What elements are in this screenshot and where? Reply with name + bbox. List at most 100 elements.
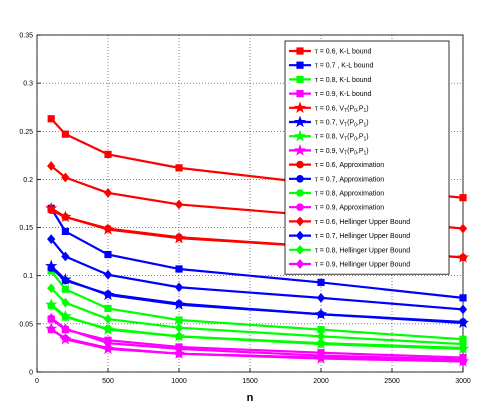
data-point <box>316 350 326 361</box>
legend-label: τ = 0.6, VT(P0,P1) <box>315 105 369 114</box>
data-point <box>47 325 55 334</box>
data-point <box>175 233 183 242</box>
data-point <box>103 188 113 198</box>
legend-item: τ = 0.6, Approximation <box>289 160 384 169</box>
data-point <box>104 290 112 298</box>
data-point <box>61 313 70 321</box>
data-point <box>459 318 467 326</box>
legend-marker <box>296 203 304 212</box>
legend-label: τ = 0.6, Hellinger Upper Bound <box>315 219 410 226</box>
legend-label: τ = 0.6, K-L bound <box>315 49 372 56</box>
legend-label: τ = 0.9, VT(P0,P1) <box>315 148 369 157</box>
data-point <box>61 297 70 308</box>
data-point <box>61 285 70 293</box>
legend-item: τ = 0.7, Approximation <box>289 175 384 183</box>
legend-label: τ = 0.7, VT(P0,P1) <box>315 120 369 129</box>
x-axis-label: n <box>247 392 254 404</box>
legend-label: τ = 0.9, K-L bound <box>315 91 372 98</box>
data-point <box>61 334 70 343</box>
legend-box <box>284 40 450 275</box>
x-tick-label: 1500 <box>242 378 258 385</box>
data-point <box>458 223 468 234</box>
data-point <box>175 316 183 324</box>
data-point <box>458 339 468 349</box>
x-tick-label: 2500 <box>384 378 400 385</box>
legend-marker <box>296 189 304 197</box>
data-point <box>61 227 70 236</box>
legend-marker <box>295 230 305 241</box>
legend-label: τ = 0.8, Approximation <box>315 191 384 198</box>
legend-label: τ = 0.7, Hellinger Upper Bound <box>315 233 410 240</box>
legend-label: τ = 0.8, K-L bound <box>315 77 372 84</box>
legend-marker <box>293 143 307 156</box>
legend-marker <box>296 47 304 55</box>
y-tick-label: 0.15 <box>19 225 33 232</box>
y-tick-label: 0.25 <box>19 129 33 136</box>
legend-marker <box>293 101 307 113</box>
series-line <box>50 238 464 311</box>
legend-label: τ = 0.9, Approximation <box>315 205 384 212</box>
data-point <box>47 234 56 244</box>
x-tick-label: 500 <box>102 378 114 385</box>
legend-marker <box>296 90 304 98</box>
legend-label: τ = 0.7 , K-L bound <box>315 63 373 70</box>
data-point <box>47 313 56 323</box>
data-point <box>104 150 112 158</box>
legend-item: τ = 0.8, Hellinger Upper Bound <box>289 244 410 255</box>
data-point <box>104 250 112 259</box>
data-point <box>316 293 326 303</box>
x-tick-label: 3000 <box>455 378 471 385</box>
y-tick-label: 0.2 <box>23 177 33 184</box>
legend-item: τ = 0.7 , K-L bound <box>289 61 373 70</box>
legend-label: τ = 0.6, Approximation <box>315 162 384 169</box>
legend-marker <box>296 61 304 69</box>
data-point <box>175 299 183 308</box>
legend-marker <box>296 175 304 183</box>
series-line <box>50 207 464 299</box>
series-line <box>50 303 464 350</box>
legend-marker <box>296 160 304 169</box>
data-point <box>104 224 112 233</box>
x-tick-label: 0 <box>35 378 39 385</box>
data-point <box>316 331 326 342</box>
data-point <box>459 194 467 202</box>
data-point <box>175 164 183 172</box>
data-point <box>61 276 70 285</box>
data-point <box>47 301 55 310</box>
data-point <box>458 354 468 365</box>
x-tick-label: 2000 <box>313 378 329 385</box>
data-point <box>174 282 184 293</box>
series-4 <box>47 315 467 362</box>
legend-item: τ = 0.6, K-L bound <box>289 47 372 56</box>
legend-item: τ = 0.9, VT(P0,P1) <box>289 143 369 157</box>
data-point <box>174 344 184 354</box>
legend-marker <box>295 259 305 269</box>
data-point <box>174 199 184 210</box>
series-line <box>50 287 464 346</box>
data-point <box>61 172 70 183</box>
legend-item: τ = 0.7, Hellinger Upper Bound <box>289 230 410 241</box>
data-point <box>103 314 113 324</box>
legend-item: τ = 0.6, VT(P0,P1) <box>289 101 369 114</box>
legend-item: τ = 0.7, VT(P0,P1) <box>289 115 369 129</box>
legend-item: τ = 0.8, Approximation <box>289 189 384 198</box>
data-point <box>458 304 468 315</box>
legend-item: τ = 0.8, VT(P0,P1) <box>289 129 369 143</box>
y-tick-label: 0.35 <box>19 33 33 40</box>
data-point <box>47 206 55 215</box>
legend-item: τ = 0.9, Hellinger Upper Bound <box>289 259 410 269</box>
data-point <box>47 264 55 272</box>
data-point <box>104 324 112 333</box>
legend-label: τ = 0.8, Hellinger Upper Bound <box>315 247 410 254</box>
series-14 <box>47 234 468 315</box>
legend-label: τ = 0.7, Approximation <box>315 176 384 183</box>
series-16 <box>47 313 468 365</box>
legend-marker <box>295 216 305 227</box>
legend-label: τ = 0.8, VT(P0,P1) <box>315 134 369 143</box>
legend-marker <box>293 129 307 142</box>
data-point <box>459 294 467 302</box>
y-tick-label: 0 <box>29 370 33 377</box>
data-point <box>103 338 113 348</box>
axis-ticks: 0 500 1000 1500 2000 2500 3000 0 0.05 0.1 0.15 0.2 0… <box>19 33 471 386</box>
legend: τ = 0.6, K-L bound τ = 0.7 , K-L bound τ =… <box>284 40 450 275</box>
